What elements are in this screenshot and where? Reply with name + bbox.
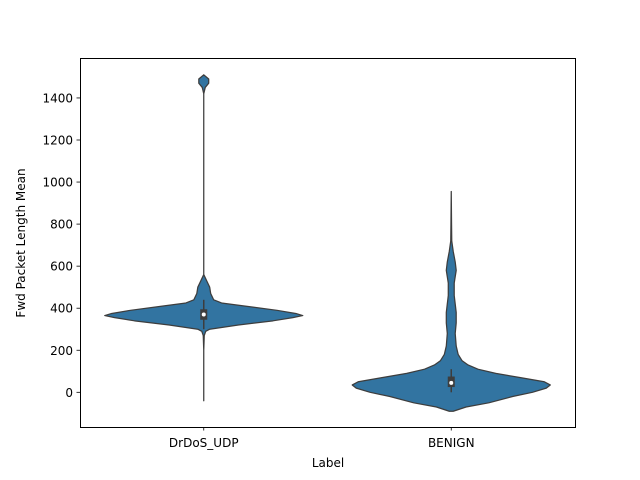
y-tick-label: 1400 [42,91,73,105]
violin-median [201,312,206,317]
x-axis-label: Label [312,456,344,470]
x-axis: DrDoS_UDP BENIGN [169,427,475,450]
y-tick-label: 400 [50,302,73,316]
violin-median [449,380,454,385]
y-tick-label: 1200 [42,134,73,148]
y-axis: 0 200 400 600 800 1000 1200 1400 [42,91,80,400]
y-tick-label: 800 [50,218,73,232]
y-axis-label: Fwd Packet Length Mean [14,168,28,317]
x-tick-label: BENIGN [428,436,475,450]
y-tick-label: 0 [65,386,73,400]
y-tick-label: 600 [50,260,73,274]
violin-group [104,74,551,412]
violin-body [351,190,551,412]
y-tick-label: 1000 [42,176,73,190]
y-tick-label: 200 [50,344,73,358]
x-tick-label: DrDoS_UDP [169,436,239,450]
violin-body [104,74,304,402]
plot-frame [80,58,576,428]
